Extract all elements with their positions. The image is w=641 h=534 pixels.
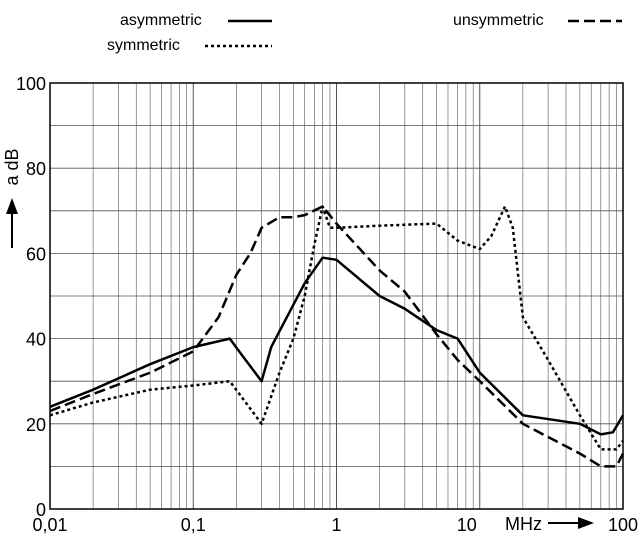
x-tick-label: 0,1	[181, 515, 206, 534]
legend: asymmetric symmetric unsymmetric	[107, 12, 622, 54]
series-group	[49, 205, 625, 468]
series-unsymmetric-line	[49, 205, 625, 468]
legend-asymmetric-label: asymmetric	[120, 12, 202, 29]
x-axis-title: MHz	[505, 514, 594, 534]
y-axis-title: a dB	[2, 148, 22, 248]
x-axis-unit-label: MHz	[505, 514, 542, 534]
x-tick-label: 100	[608, 515, 638, 534]
plot-frame	[49, 82, 624, 510]
x-tick-label: 1	[331, 515, 341, 534]
y-axis-label: a dB	[2, 148, 22, 185]
series-symmetric-line	[49, 205, 624, 451]
x-tick-label: 0,01	[32, 515, 67, 534]
tick-labels: 0,01 0,1 1 10 100 0 20 40 60 80 100	[16, 74, 638, 534]
y-tick-label: 80	[26, 159, 46, 179]
y-tick-label: 60	[26, 244, 46, 264]
series-asymmetric-line	[49, 256, 625, 436]
y-tick-label: 0	[36, 500, 46, 520]
y-tick-label: 20	[26, 415, 46, 435]
y-tick-label: 40	[26, 330, 46, 350]
x-tick-label: 10	[457, 515, 477, 534]
x-axis-arrow-icon	[578, 517, 594, 529]
legend-unsymmetric-label: unsymmetric	[453, 12, 544, 29]
y-axis-arrow-icon	[6, 198, 18, 214]
y-tick-label: 100	[16, 74, 46, 94]
legend-symmetric-label: symmetric	[107, 37, 180, 54]
grid	[50, 83, 623, 509]
